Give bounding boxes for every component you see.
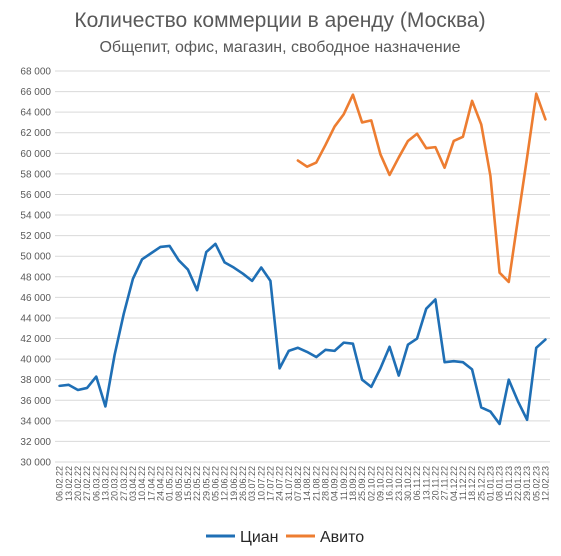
y-tick-label: 58 000 xyxy=(20,169,51,180)
x-tick-label: 04.09.22 xyxy=(330,466,340,501)
legend-label-avito: Авито xyxy=(320,529,364,546)
x-tick-label: 21.08.22 xyxy=(311,466,321,501)
x-tick-label: 08.05.22 xyxy=(174,466,184,501)
y-tick-label: 64 000 xyxy=(20,108,51,119)
x-tick-label: 14.08.22 xyxy=(302,466,312,501)
y-tick-label: 66 000 xyxy=(20,87,51,98)
x-tick-label: 17.04.22 xyxy=(146,466,156,501)
x-tick-label: 03.04.22 xyxy=(128,466,138,501)
y-tick-label: 30 000 xyxy=(20,458,51,469)
x-tick-label: 08.01.23 xyxy=(495,466,505,501)
x-tick-label: 06.02.22 xyxy=(55,466,65,501)
x-tick-label: 26.06.22 xyxy=(238,466,248,501)
x-tick-label: 03.07.22 xyxy=(247,466,257,501)
y-tick-label: 42 000 xyxy=(20,334,51,345)
x-tick-label: 10.04.22 xyxy=(137,466,147,501)
x-tick-label: 18.09.22 xyxy=(348,466,358,501)
x-tick-label: 27.02.22 xyxy=(82,466,92,501)
x-tick-label: 02.10.22 xyxy=(366,466,376,501)
y-tick-label: 62 000 xyxy=(20,128,51,139)
legend: Циан Авито xyxy=(206,529,364,546)
x-tick-label: 13.03.22 xyxy=(100,466,110,501)
x-tick-label: 09.10.22 xyxy=(375,466,385,501)
x-tick-label: 20.03.22 xyxy=(110,466,120,501)
x-tick-label: 23.10.22 xyxy=(394,466,404,501)
x-tick-label: 12.02.23 xyxy=(540,466,550,501)
y-tick-label: 52 000 xyxy=(20,231,51,242)
x-tick-label: 30.10.22 xyxy=(403,466,413,501)
x-tick-label: 18.12.22 xyxy=(467,466,477,501)
series-line-1 xyxy=(296,92,547,284)
y-tick-label: 40 000 xyxy=(20,355,51,366)
x-tick-label: 22.01.23 xyxy=(513,466,523,501)
x-tick-label: 11.09.22 xyxy=(339,466,349,500)
x-tick-label: 11.12.22 xyxy=(458,466,468,500)
y-tick-label: 32 000 xyxy=(20,437,51,448)
x-axis-ticks: 06.02.22 13.02.22 20.02.22 27.02.22 06.03.22… xyxy=(55,466,551,501)
x-tick-label: 12.06.22 xyxy=(220,466,230,501)
y-tick-label: 54 000 xyxy=(20,211,51,222)
x-tick-label: 15.05.22 xyxy=(183,466,193,501)
gridlines xyxy=(55,70,550,463)
x-tick-label: 16.10.22 xyxy=(385,466,395,501)
x-tick-label: 13.11.22 xyxy=(421,466,431,500)
y-tick-label: 44 000 xyxy=(20,313,51,324)
x-tick-label: 27.03.22 xyxy=(119,466,129,501)
x-tick-label: 24.04.22 xyxy=(155,466,165,501)
x-tick-label: 28.08.22 xyxy=(320,466,330,501)
y-tick-label: 68 000 xyxy=(20,67,51,78)
x-tick-label: 29.05.22 xyxy=(201,466,211,501)
x-tick-label: 20.02.22 xyxy=(73,466,83,501)
x-tick-label: 20.11.22 xyxy=(430,466,440,500)
y-tick-label: 56 000 xyxy=(20,190,51,201)
x-tick-label: 17.07.22 xyxy=(265,466,275,501)
y-tick-label: 60 000 xyxy=(20,149,51,160)
x-tick-label: 05.02.23 xyxy=(531,466,541,501)
x-tick-label: 24.07.22 xyxy=(275,466,285,501)
y-tick-label: 34 000 xyxy=(20,416,51,427)
x-tick-label: 27.11.22 xyxy=(440,466,450,500)
x-tick-label: 06.11.22 xyxy=(412,466,422,500)
x-tick-label: 10.07.22 xyxy=(256,466,266,501)
y-tick-label: 46 000 xyxy=(20,293,51,304)
x-tick-label: 19.06.22 xyxy=(229,466,239,501)
y-tick-label: 38 000 xyxy=(20,375,51,386)
chart-subtitle: Общепит, офис, магазин, свободное назнач… xyxy=(99,39,460,56)
x-tick-label: 01.05.22 xyxy=(165,466,175,501)
x-tick-label: 31.07.22 xyxy=(284,466,294,501)
x-tick-label: 13.02.22 xyxy=(64,466,74,501)
x-tick-label: 22.05.22 xyxy=(192,466,202,501)
x-tick-label: 15.01.23 xyxy=(504,466,514,501)
y-tick-label: 48 000 xyxy=(20,272,51,283)
series-line-0 xyxy=(58,242,547,426)
chart-title: Количество коммерции в аренду (Москва) xyxy=(74,9,485,32)
series-lines xyxy=(58,92,547,426)
x-tick-label: 05.06.22 xyxy=(210,466,220,501)
x-tick-label: 29.01.23 xyxy=(522,466,532,501)
y-tick-label: 50 000 xyxy=(20,252,51,263)
legend-label-cian: Циан xyxy=(240,529,279,546)
y-tick-label: 36 000 xyxy=(20,396,51,407)
x-tick-label: 25.09.22 xyxy=(357,466,367,501)
y-axis-ticks: 30 000 32 000 34 000 36 000 38 000 40 000 42 0… xyxy=(20,67,51,469)
x-tick-label: 07.08.22 xyxy=(293,466,303,501)
x-tick-label: 06.03.22 xyxy=(91,466,101,501)
x-tick-label: 25.12.22 xyxy=(476,466,486,501)
x-tick-label: 01.01.23 xyxy=(485,466,495,501)
x-tick-label: 04.12.22 xyxy=(449,466,459,501)
